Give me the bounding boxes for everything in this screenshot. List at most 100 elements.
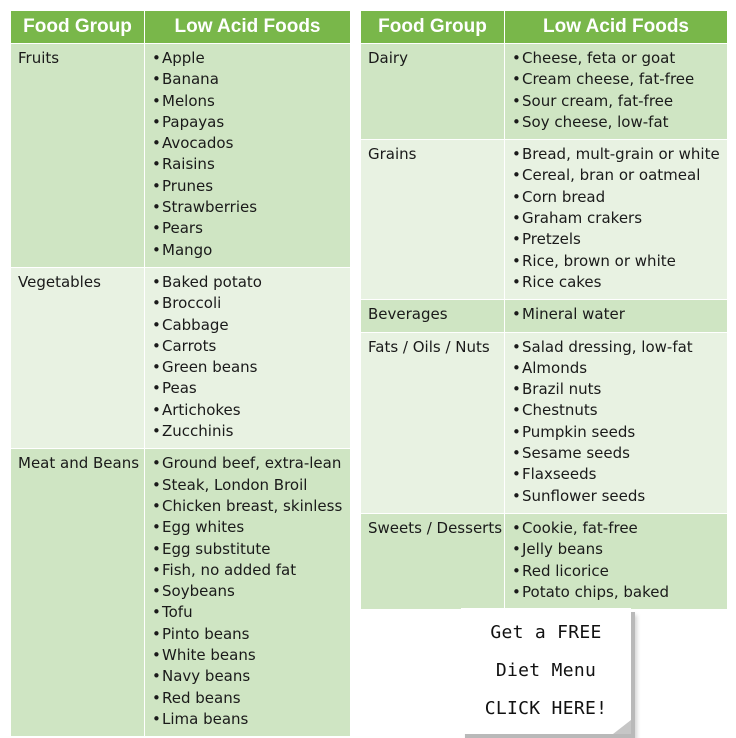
food-items-list: •Apple •Banana •Melons •Papayas •Avocados •Ra…	[152, 48, 350, 261]
food-item-label: Cheese, feta or goat	[522, 49, 676, 67]
food-item-label: Cookie, fat-free	[522, 518, 638, 537]
food-item: •Jelly beans	[512, 539, 727, 560]
food-items-cell: •Cheese, feta or goat •Cream cheese, fat-…	[504, 42, 727, 140]
food-item-label: Corn bread	[522, 187, 606, 206]
free-diet-menu-banner[interactable]: Get a FREE Diet Menu CLICK HERE!	[461, 608, 631, 734]
bullet-icon: •	[152, 518, 161, 537]
food-item-label: Navy beans	[162, 667, 251, 686]
food-group-name: Grains	[361, 139, 505, 300]
food-item-label: Pinto beans	[162, 624, 250, 643]
food-item: •Graham crakers	[512, 208, 727, 229]
food-item: •Potato chips, baked	[512, 582, 727, 603]
food-item-label: Fish, no added fat	[162, 560, 297, 579]
bullet-icon: •	[512, 337, 521, 356]
food-item: •Chicken breast, skinless	[152, 496, 350, 517]
food-group-header: Food Group	[11, 11, 145, 44]
food-item: •Soy cheese, low-fat	[512, 112, 727, 133]
food-group-row: Dairy •Cheese, feta or goat •Cream cheese,…	[361, 42, 727, 140]
bullet-icon: •	[152, 70, 161, 89]
food-item: •Cereal, bran or oatmeal	[512, 165, 727, 186]
bullet-icon: •	[512, 444, 521, 463]
food-item: •Steak, London Broil	[152, 475, 350, 496]
food-item-label: Carrots	[162, 336, 217, 355]
food-item: •Soybeans	[152, 581, 350, 602]
food-item-label: Potato chips, baked	[522, 582, 669, 601]
food-item-label: Soy cheese, low-fat	[522, 112, 669, 131]
bullet-icon: •	[512, 305, 521, 324]
bullet-icon: •	[152, 294, 161, 313]
food-item: •Rice, brown or white	[512, 251, 727, 272]
bullet-icon: •	[152, 496, 161, 515]
bullet-icon: •	[152, 240, 161, 259]
food-item: •Pinto beans	[152, 624, 350, 645]
bullet-icon: •	[152, 582, 161, 601]
food-item-label: Egg substitute	[162, 539, 271, 558]
food-item: •Bread, mult-grain or white	[512, 144, 727, 165]
bullet-icon: •	[152, 400, 161, 419]
left-table-body: Fruits •Apple •Banana •Melons •Papayas •Avoca…	[11, 43, 350, 737]
food-item: •Avocados	[152, 133, 350, 154]
bullet-icon: •	[152, 358, 161, 377]
food-group-header: Food Group	[361, 11, 505, 44]
food-item: •Flaxseeds	[512, 464, 727, 485]
food-items-cell: •Salad dressing, low-fat •Almonds •Brazil …	[504, 331, 727, 514]
food-item-label: Sour cream, fat-free	[522, 91, 674, 110]
bullet-icon: •	[512, 401, 521, 420]
food-items-cell: •Ground beef, extra-lean •Steak, London B…	[144, 448, 350, 737]
food-item-label: Mango	[162, 240, 213, 259]
food-group-name: Dairy	[361, 42, 505, 140]
bullet-icon: •	[152, 198, 161, 217]
food-item: •Sunflower seeds	[512, 486, 727, 507]
food-item: •White beans	[152, 645, 350, 666]
food-group-row: Meat and Beans •Ground beef, extra-lean •S…	[11, 448, 350, 737]
food-item-label: Steak, London Broil	[162, 475, 308, 494]
bullet-icon: •	[152, 646, 161, 665]
bullet-icon: •	[152, 603, 161, 622]
food-item: •Zucchinis	[152, 421, 350, 442]
food-item-label: Red beans	[162, 688, 241, 707]
food-item-label: Cream cheese, fat-free	[522, 70, 695, 89]
bullet-icon: •	[152, 49, 161, 67]
bullet-icon: •	[512, 166, 521, 185]
food-item-label: Rice cakes	[522, 272, 602, 291]
food-item-label: Flaxseeds	[522, 465, 597, 484]
bullet-icon: •	[512, 209, 521, 228]
right-food-table: Food Group Low Acid Foods Dairy •Cheese, …	[361, 11, 727, 610]
bullet-icon: •	[512, 187, 521, 206]
food-item-label: Avocados	[162, 134, 234, 153]
food-item-label: Zucchinis	[162, 422, 234, 441]
food-item-label: Raisins	[162, 155, 215, 174]
food-group-name: Meat and Beans	[11, 448, 145, 737]
food-items-cell: •Baked potato •Broccoli •Cabbage •Carrots •G…	[144, 266, 350, 449]
food-items-list: •Cheese, feta or goat •Cream cheese, fat-…	[512, 48, 727, 133]
food-item-label: Soybeans	[162, 582, 235, 601]
food-item: •Pretzels	[512, 229, 727, 250]
food-item: •Pears	[152, 218, 350, 239]
bullet-icon: •	[152, 91, 161, 110]
food-items-list: •Mineral water	[512, 304, 727, 325]
food-items-list: •Bread, mult-grain or white •Cereal, bran…	[512, 144, 727, 293]
bullet-icon: •	[512, 358, 521, 377]
food-item: •Rice cakes	[512, 272, 727, 293]
food-group-row: Beverages •Mineral water	[361, 299, 727, 333]
food-item: •Chestnuts	[512, 400, 727, 421]
cta-line-get-free: Get a FREE	[490, 622, 602, 643]
low-acid-foods-header: Low Acid Foods	[504, 11, 727, 44]
food-item: •Almonds	[512, 358, 727, 379]
food-item-label: Melons	[162, 91, 215, 110]
bullet-icon: •	[152, 709, 161, 728]
food-group-row: Sweets / Desserts •Cookie, fat-free •Jelly…	[361, 512, 727, 610]
food-item-label: Sesame seeds	[522, 444, 630, 463]
bullet-icon: •	[152, 176, 161, 195]
food-items-cell: •Cookie, fat-free •Jelly beans •Red licori…	[504, 512, 727, 610]
low-acid-foods-header: Low Acid Foods	[144, 11, 350, 44]
bullet-icon: •	[512, 540, 521, 559]
food-items-cell: •Bread, mult-grain or white •Cereal, bran…	[504, 139, 727, 300]
food-item: •Egg substitute	[152, 539, 350, 560]
food-item-label: Chicken breast, skinless	[162, 496, 343, 515]
food-item: •Fish, no added fat	[152, 560, 350, 581]
food-item-label: Rice, brown or white	[522, 251, 676, 270]
food-group-name: Fats / Oils / Nuts	[361, 331, 505, 514]
food-item: •Carrots	[152, 336, 350, 357]
click-here-link[interactable]: CLICK HERE!	[484, 698, 608, 719]
